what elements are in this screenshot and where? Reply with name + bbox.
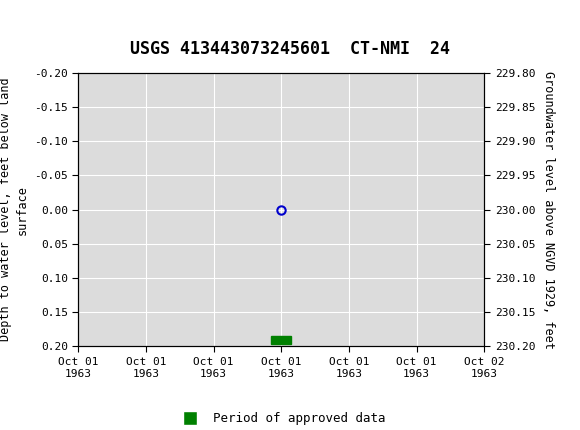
Text: USGS 413443073245601  CT-NMI  24: USGS 413443073245601 CT-NMI 24 [130,40,450,58]
Y-axis label: Groundwater level above NGVD 1929, feet: Groundwater level above NGVD 1929, feet [542,71,555,349]
Bar [271,336,291,344]
Legend: Period of approved data: Period of approved data [172,407,390,430]
Y-axis label: Depth to water level, feet below land
surface: Depth to water level, feet below land su… [0,78,28,341]
Text: USGS: USGS [39,12,95,31]
